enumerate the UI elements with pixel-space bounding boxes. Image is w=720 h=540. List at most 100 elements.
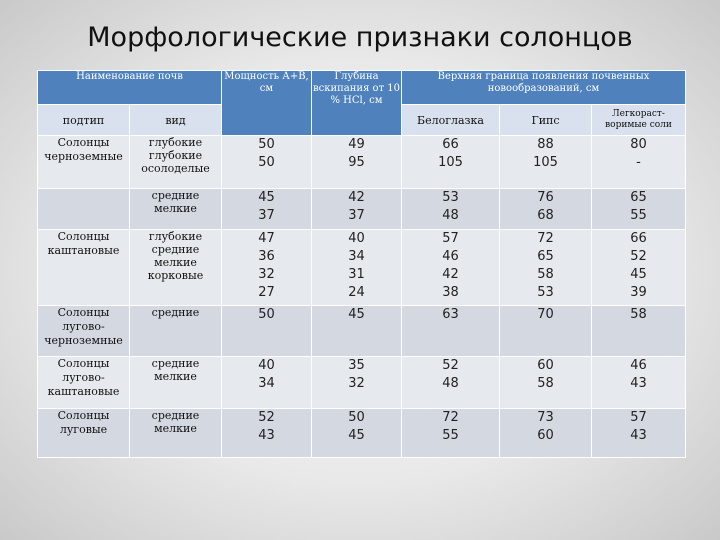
- salts-value: 57: [630, 409, 647, 425]
- boiling-depth-value-cell: 40 34 31 24: [311, 229, 402, 307]
- boiling-depth-value: 49: [348, 137, 365, 152]
- thickness-value: 45: [258, 190, 275, 206]
- thickness-value: 40: [258, 358, 275, 374]
- header-subtype: подтип: [37, 104, 130, 136]
- soil-name: Солонцы: [57, 136, 110, 149]
- soil-kind-cell: средние: [129, 305, 222, 358]
- thickness-value: 36: [258, 249, 275, 265]
- salts-value: 39: [630, 285, 647, 301]
- table-body: Солонцы черноземные глубокие глубокие осолод…: [37, 135, 687, 459]
- beloglazka-value: 48: [442, 208, 459, 224]
- boiling-depth-value: 40: [348, 231, 365, 247]
- salts-value: 80: [630, 137, 647, 152]
- soil-name-cell: Солонцы каштановые: [37, 229, 130, 307]
- table-row: Солонцы лугово-черноземные средние 50 45 63 70…: [37, 305, 687, 358]
- soil-kind: средние: [151, 408, 200, 422]
- soil-kind: средние: [151, 189, 200, 203]
- salts-value: -: [636, 155, 641, 170]
- solonetz-morphology-table: Наименование почв Мощность А+В, см Глуби…: [37, 70, 687, 459]
- salts-value-cell: 58: [590, 305, 687, 358]
- gips-value-cell: 70: [499, 305, 592, 358]
- boiling-depth-value-cell: 35 32: [311, 356, 402, 409]
- soil-kind: средние: [151, 357, 200, 371]
- soil-name-cell: Солонцы черноземные: [37, 135, 130, 190]
- soil-kind: корковые: [147, 269, 204, 283]
- boiling-depth-value: 45: [348, 307, 365, 323]
- gips-value-cell: 76 68: [499, 188, 592, 231]
- soil-name-cell: Солонцы лугово-черноземные: [37, 305, 130, 358]
- header-kind: вид: [129, 104, 222, 136]
- boiling-depth-value: 42: [348, 190, 365, 206]
- gips-value-cell: 73 60: [499, 408, 592, 459]
- soil-name: луговые: [59, 422, 108, 436]
- thickness-value: 37: [258, 208, 275, 224]
- soil-name: Солонцы: [57, 408, 110, 422]
- gips-value: 60: [537, 358, 554, 374]
- header-naming: Наименование почв: [37, 70, 222, 105]
- thickness-value-cell: 40 34: [221, 356, 312, 409]
- gips-value: 58: [537, 267, 554, 283]
- soil-name: каштановые: [47, 385, 120, 399]
- gips-value: 53: [537, 285, 554, 301]
- gips-value: 60: [537, 427, 554, 443]
- gips-value-cell: 88 105: [499, 135, 592, 190]
- beloglazka-value: 48: [442, 376, 459, 392]
- soil-kind: средние: [151, 243, 200, 257]
- boiling-depth-value-cell: 45: [311, 305, 402, 358]
- salts-value: 66: [630, 231, 647, 247]
- beloglazka-value-cell: 63: [401, 305, 500, 358]
- thickness-value: 47: [258, 231, 275, 247]
- soil-kind: мелкие: [154, 421, 197, 435]
- boiling-depth-value: 24: [348, 285, 365, 301]
- soil-kind-cell: средние мелкие: [129, 188, 222, 231]
- beloglazka-value-cell: 53 48: [401, 188, 500, 231]
- thickness-value: 34: [258, 376, 275, 392]
- thickness-value-cell: 45 37: [221, 188, 312, 231]
- thickness-value: 32: [258, 267, 275, 283]
- soil-name: черноземные: [44, 334, 123, 348]
- salts-value: 58: [630, 307, 647, 323]
- beloglazka-value-cell: 66 105: [401, 135, 500, 190]
- gips-value: 70: [537, 307, 554, 323]
- salts-value-cell: 65 55: [590, 188, 687, 231]
- soil-kind-cell: средние мелкие: [129, 356, 222, 409]
- boiling-depth-value-cell: 50 45: [311, 408, 402, 459]
- beloglazka-value: 53: [442, 190, 459, 206]
- soil-kind-cell: глубокие глубокие осолоделые: [129, 135, 222, 190]
- soil-name-cell: [37, 188, 130, 231]
- soil-kind: мелкие: [154, 202, 197, 216]
- header-gips: Гипс: [499, 104, 592, 136]
- thickness-value: 43: [258, 427, 275, 443]
- soil-name-cell: Солонцы луговые: [37, 408, 130, 459]
- gips-value: 76: [537, 190, 554, 206]
- soil-kind: осолоделые: [141, 162, 210, 175]
- beloglazka-value: 38: [442, 285, 459, 301]
- salts-value-cell: 46 43: [590, 356, 687, 409]
- beloglazka-value: 66: [442, 137, 459, 152]
- boiling-depth-value: 31: [348, 267, 365, 283]
- thickness-value: 27: [258, 285, 275, 301]
- header-beloglazka: Белоглазка: [401, 104, 500, 136]
- thickness-value-cell: 50 50: [221, 135, 312, 190]
- boiling-depth-value: 37: [348, 208, 365, 224]
- boiling-depth-value: 32: [348, 376, 365, 392]
- beloglazka-value: 57: [442, 231, 459, 247]
- header-boiling-depth: Глубина вскипания от 10 % HCl, см: [311, 70, 402, 136]
- header-upper-boundary: Верхняя граница появления почвенных ново…: [400, 70, 687, 105]
- beloglazka-value: 105: [438, 155, 463, 170]
- gips-value: 105: [533, 155, 558, 170]
- salts-value: 65: [630, 190, 647, 206]
- table-row: Солонцы луговые средние мелкие 52 43 50 45 72 55 7…: [37, 408, 687, 459]
- soil-kind-cell: глубокие средние мелкие корковые: [129, 229, 222, 307]
- thickness-value-cell: 47 36 32 27: [221, 229, 312, 307]
- soil-kind: глубокие: [148, 230, 203, 244]
- soil-name: Солонцы: [57, 230, 110, 244]
- beloglazka-value: 52: [442, 358, 459, 374]
- boiling-depth-value-cell: 42 37: [311, 188, 402, 231]
- salts-value-cell: 66 52 45 39: [590, 229, 687, 307]
- salts-value-cell: 80 -: [590, 135, 687, 190]
- header-soluble-salts: Легкораст-воримые соли: [590, 104, 687, 136]
- boiling-depth-value: 34: [348, 249, 365, 265]
- thickness-value: 50: [258, 307, 275, 323]
- gips-value: 68: [537, 208, 554, 224]
